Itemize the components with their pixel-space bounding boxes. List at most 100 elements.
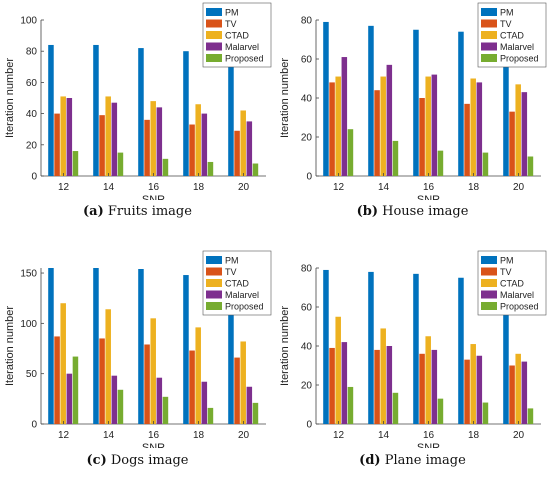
legend-label-tv: TV [225,19,237,29]
bar-ctad-16 [425,336,431,424]
bar-ctad-12 [60,96,66,176]
bar-malarvel-14 [111,375,118,424]
bar-pm-20 [503,39,509,176]
bar-pm-12 [48,268,54,424]
bar-malarvel-12 [66,98,73,176]
legend-swatch-proposed [206,302,222,310]
legend-label-pm: PM [225,256,239,266]
x-tick-label: 14 [103,430,115,441]
bar-tv-18 [464,103,470,176]
x-tick-label: 16 [148,430,160,441]
bar-pm-18 [183,51,189,177]
legend-swatch-ctad [481,279,497,287]
legend-swatch-malarvel [206,290,222,299]
bar-ctad-18 [470,344,476,424]
bar-tv-12 [329,347,335,424]
legend-swatch-proposed [481,54,497,62]
bar-malarvel-16 [156,377,163,424]
bar-ctad-16 [425,76,431,176]
y-tick-label: 0 [306,420,312,431]
y-axis-label: Iteration number [279,58,291,138]
bar-pm-16 [413,273,419,424]
caption-text: Dogs image [110,453,189,468]
bar-proposed-20 [252,163,259,176]
x-tick-label: 14 [378,182,390,193]
bar-ctad-14 [105,309,111,424]
legend-swatch-proposed [481,302,497,310]
bar-pm-20 [503,287,509,424]
bar-tv-16 [419,353,425,424]
legend-swatch-malarvel [206,42,222,51]
x-tick-label: 12 [58,430,70,441]
legend-label-malarvel: Malarvel [500,42,534,52]
bar-pm-14 [368,25,374,176]
bar-malarvel-18 [201,113,208,176]
x-tick-label: 12 [333,430,345,441]
bar-tv-12 [54,113,60,176]
bar-tv-16 [144,119,150,176]
bar-malarvel-18 [476,82,483,176]
bar-proposed-16 [437,150,444,176]
bar-ctad-12 [335,316,341,424]
bar-malarvel-20 [246,121,253,176]
y-tick-label: 40 [301,342,313,353]
bar-malarvel-20 [246,386,253,424]
bar-tv-20 [234,130,240,176]
y-tick-label: 150 [20,269,37,280]
x-axis-label: SNR [417,194,440,200]
legend-label-ctad: CTAD [500,31,524,41]
legend-label-ctad: CTAD [225,279,249,289]
bar-tv-14 [99,338,105,424]
caption-plane: (d) Plane image [275,453,550,468]
x-axis-label: SNR [142,442,165,448]
x-tick-label: 20 [513,430,525,441]
bar-ctad-12 [60,303,66,424]
bar-tv-16 [144,344,150,424]
x-tick-label: 18 [193,430,205,441]
x-tick-label: 12 [58,182,70,193]
legend-label-tv: TV [500,267,512,277]
bar-proposed-14 [117,389,124,424]
y-axis-label: Iteration number [4,58,16,138]
legend-swatch-malarvel [481,290,497,299]
bar-malarvel-16 [431,349,438,424]
caption-dogs: (c) Dogs image [0,453,275,468]
y-tick-label: 100 [20,319,37,330]
bar-ctad-16 [150,101,156,176]
x-tick-label: 16 [423,182,435,193]
legend-label-pm: PM [500,256,514,266]
bar-ctad-20 [515,353,521,424]
bar-malarvel-12 [66,373,73,424]
caption-text: Fruits image [107,204,192,219]
bar-pm-16 [413,29,419,176]
bar-malarvel-20 [521,92,528,176]
bar-ctad-20 [240,341,246,424]
y-tick-label: 50 [26,369,38,380]
bar-proposed-12 [347,129,354,176]
caption-text: Plane image [384,453,466,468]
caption-fruits: (a) Fruits image [0,204,275,219]
bar-malarvel-18 [201,381,208,424]
legend-label-pm: PM [500,8,514,18]
legend-label-proposed: Proposed [500,54,539,64]
legend-label-ctad: CTAD [500,279,524,289]
bar-tv-20 [234,357,240,424]
y-tick-label: 80 [301,16,313,27]
legend-label-proposed: Proposed [225,302,264,312]
legend-label-proposed: Proposed [225,54,264,64]
y-axis-label: Iteration number [279,306,291,386]
bar-tv-20 [509,365,515,424]
y-tick-label: 0 [31,172,37,183]
legend-swatch-tv [206,19,222,28]
x-tick-label: 16 [148,182,160,193]
bar-malarvel-20 [521,361,528,424]
bar-pm-14 [368,271,374,424]
bar-malarvel-18 [476,355,483,424]
bar-pm-18 [458,277,464,424]
y-tick-label: 80 [301,264,313,275]
x-tick-label: 14 [378,430,390,441]
legend-swatch-ctad [481,31,497,39]
bar-tv-18 [189,350,195,424]
bar-pm-16 [138,48,144,176]
legend-swatch-pm [481,256,497,264]
